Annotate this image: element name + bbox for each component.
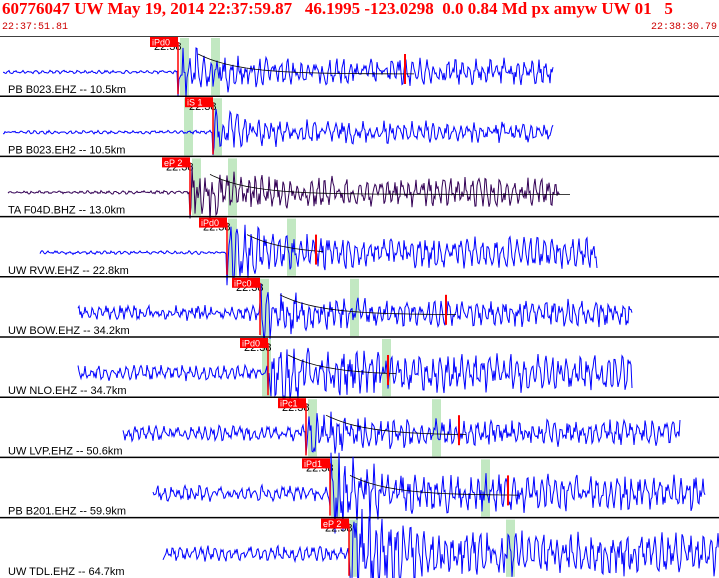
pick-marker[interactable] [150, 37, 178, 47]
event-title: 60776047 UW May 19, 2014 22:37:59.87 46.… [2, 0, 673, 18]
trace-row[interactable]: 22:38iPc0UW BOW.EHZ -- 34.2km [0, 276, 719, 342]
station-label: UW BOW.EHZ -- 34.2km [8, 325, 130, 337]
station-label: PB B023.EH2 -- 10.5km [8, 144, 125, 156]
waveform [152, 452, 706, 534]
trace-row[interactable]: 22:38iPd0UW NLO.EHZ -- 34.7km [0, 336, 719, 402]
waveform [122, 411, 681, 455]
pick-window [180, 38, 189, 96]
pick-label: iPd0 [201, 218, 219, 228]
waveform [7, 165, 561, 223]
pick-window [349, 519, 358, 577]
station-label: UW NLO.EHZ -- 34.7km [8, 385, 127, 397]
coda-curve [197, 53, 414, 75]
waveform [77, 347, 633, 402]
pick-label: iPd0 [242, 339, 260, 349]
pick-marker[interactable] [321, 518, 349, 529]
pick-window [260, 278, 269, 336]
pick-marker[interactable] [302, 458, 330, 469]
pick-label: iPc1 [280, 399, 298, 409]
pick-label: iPc0 [234, 278, 252, 288]
pick-window [211, 38, 220, 96]
pick-marker[interactable] [278, 398, 306, 409]
pick-window [506, 519, 515, 577]
pick-label: iPd1 [304, 459, 322, 469]
pick-marker[interactable] [232, 277, 260, 288]
waveform [2, 47, 554, 98]
pick-marker[interactable] [162, 157, 190, 168]
start-time: 22:37:51.81 [2, 22, 69, 33]
waveform [39, 224, 598, 286]
trace-row[interactable]: 22:38iPd0PB B023.EHZ -- 10.5km [0, 36, 719, 98]
pick-marker[interactable] [185, 97, 213, 108]
pick-window [350, 278, 359, 336]
pick-window [331, 459, 340, 517]
trace-row[interactable]: 22:38eP 2TA F04D.BHZ -- 13.0km [0, 155, 719, 223]
coda-curve [209, 174, 570, 195]
pick-label: iPd0 [152, 38, 170, 48]
pick-label: eP 2 [323, 519, 341, 529]
trace-row[interactable]: 22:38iS 1PB B023.EH2 -- 10.5km [0, 95, 719, 156]
station-label: UW LVP.EHZ -- 50.6km [8, 445, 123, 457]
coda-curve [287, 354, 397, 375]
pick-marker[interactable] [199, 217, 227, 228]
end-time: 22:38:30.79 [650, 22, 717, 33]
station-label: UW RVW.EHZ -- 22.8km [8, 265, 129, 277]
waveform [162, 508, 719, 578]
pick-window [308, 399, 317, 457]
coda-curve [246, 234, 324, 252]
station-label: UW TDL.EHZ -- 64.7km [8, 566, 125, 578]
event-header: 60776047 UW May 19, 2014 22:37:59.87 46.… [0, 0, 719, 33]
pick-marker[interactable] [240, 338, 268, 348]
coda-curve [349, 475, 518, 496]
trace-row[interactable]: 22:38eP 2UW TDL.EHZ -- 64.7km [0, 508, 719, 578]
pick-window [432, 399, 441, 457]
waveform [77, 283, 633, 342]
coda-curve [279, 294, 457, 315]
pick-label: iS 1 [187, 98, 203, 108]
waveform [2, 108, 554, 156]
trace-row[interactable]: 22:38iPd1PB B201.EHZ -- 59.9km [0, 452, 719, 534]
coda-curve [325, 414, 467, 435]
station-label: PB B201.EHZ -- 59.9km [8, 506, 126, 518]
pick-window [228, 218, 237, 276]
seismogram-panel[interactable]: 22:38iPd0PB B023.EHZ -- 10.5km22:38iS 1P… [0, 36, 719, 578]
station-label: TA F04D.BHZ -- 13.0km [8, 205, 125, 217]
station-label: PB B023.EHZ -- 10.5km [8, 84, 126, 96]
pick-window [184, 98, 193, 156]
pick-label: eP 2 [164, 158, 182, 168]
trace-row[interactable]: 22:38iPd0UW RVW.EHZ -- 22.8km [0, 215, 719, 286]
trace-row[interactable]: 22:38iPc1UW LVP.EHZ -- 50.6km [0, 396, 719, 457]
